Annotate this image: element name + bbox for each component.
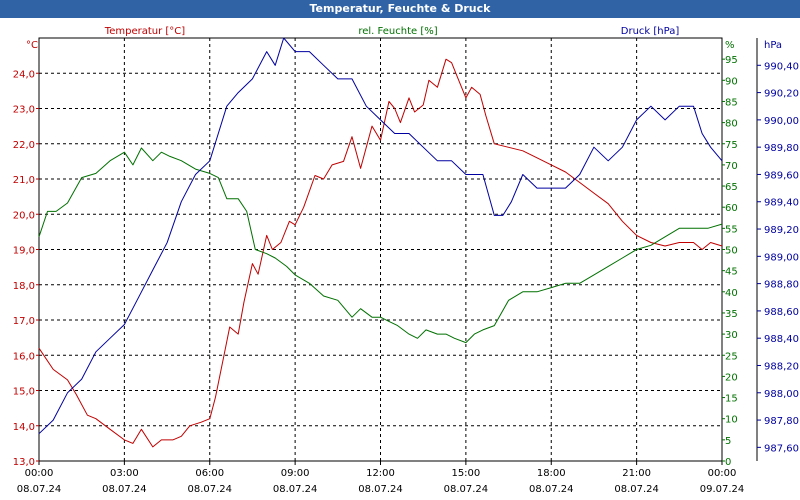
x-tick-label-date: 08.07.24 (102, 484, 147, 495)
left-axis-tick-label: 22,0 (13, 140, 35, 151)
series-line (38, 58, 723, 448)
humidity-axis-tick-label: 85 (725, 97, 738, 108)
chart-title: Temperatur, Feuchte & Druck (0, 0, 800, 18)
left-axis-tick-label: 17,0 (13, 316, 35, 327)
left-axis-tick-label: 19,0 (13, 246, 35, 257)
pressure-axis-tick-label: 989,80 (764, 143, 799, 154)
pressure-axis-tick-label: 990,00 (764, 116, 799, 127)
x-tick-label-date: 09.07.24 (700, 484, 745, 495)
pressure-axis-tick-label: 987,80 (764, 416, 799, 427)
left-axis-tick-label: 15,0 (13, 387, 35, 398)
pressure-axis-tick-label: 990,20 (764, 89, 799, 100)
x-tick-label-time: 00:00 (25, 468, 54, 479)
humidity-axis-tick-label: 35 (725, 309, 738, 320)
left-axis-tick-label: 24,0 (13, 69, 35, 80)
humidity-axis-tick-label: 70 (725, 161, 738, 172)
left-axis-tick-label: 14,0 (13, 422, 35, 433)
pressure-axis-tick-label: 990,40 (764, 61, 799, 72)
x-tick-label-time: 21:00 (622, 468, 651, 479)
x-tick-label-time: 03:00 (110, 468, 139, 479)
series-line (38, 147, 723, 344)
pressure-axis-tick-label: 988,00 (764, 389, 799, 400)
left-axis-tick-label: 20,0 (13, 210, 35, 221)
humidity-axis-tick-label: 5 (725, 436, 731, 447)
pressure-axis-tick-label: 989,20 (764, 225, 799, 236)
left-axis-tick-label: 23,0 (13, 105, 35, 116)
humidity-axis-tick-label: 0 (725, 457, 731, 468)
humidity-axis-tick-label: 40 (725, 288, 738, 299)
x-tick-label-date: 08.07.24 (187, 484, 232, 495)
humidity-axis-tick-label: 90 (725, 76, 738, 87)
humidity-axis-tick-label: 95 (725, 55, 738, 66)
x-tick-label-time: 15:00 (451, 468, 480, 479)
humidity-axis-tick-label: 75 (725, 140, 738, 151)
series-lines (38, 37, 723, 448)
humidity-axis-tick-label: 20 (725, 372, 738, 383)
pressure-axis-tick-label: 988,40 (764, 334, 799, 345)
grid (38, 37, 723, 462)
x-tick-label-date: 08.07.24 (444, 484, 489, 495)
humidity-axis-tick-label: 30 (725, 330, 738, 341)
left-axis-tick-label: 16,0 (13, 351, 35, 362)
x-tick-label-time: 12:00 (366, 468, 395, 479)
pressure-axis-tick-label: 988,80 (764, 280, 799, 291)
humidity-axis-tick-label: 50 (725, 246, 738, 257)
humidity-axis-tick-label: 55 (725, 224, 738, 235)
pressure-axis-tick-label: 988,60 (764, 307, 799, 318)
x-tick-label-time: 09:00 (281, 468, 310, 479)
left-axis-unit: °C (26, 40, 38, 51)
x-tick-label-date: 08.07.24 (529, 484, 574, 495)
humidity-axis-unit: % (725, 40, 735, 51)
axes: 00:00 08.07.24 03:00 08.07.24 06:00 08.07.24 0… (13, 26, 799, 495)
humidity-axis-tick-label: 60 (725, 203, 738, 214)
humidity-axis-tick-label: 65 (725, 182, 738, 193)
pressure-axis-tick-label: 989,00 (764, 252, 799, 263)
x-tick-label-date: 08.07.24 (273, 484, 318, 495)
x-tick-label-time: 00:00 (708, 468, 737, 479)
left-axis-tick-label: 21,0 (13, 175, 35, 186)
x-tick-label-date: 08.07.24 (614, 484, 659, 495)
legend-label: rel. Feuchte [%] (358, 26, 437, 37)
legend-label: Temperatur [°C] (104, 26, 185, 37)
humidity-axis-tick-label: 45 (725, 267, 738, 278)
pressure-axis-unit: hPa (764, 40, 782, 51)
humidity-axis-tick-label: 15 (725, 394, 738, 405)
pressure-axis-tick-label: 989,60 (764, 170, 799, 181)
series-line (38, 37, 723, 435)
humidity-axis-tick-label: 25 (725, 351, 738, 362)
x-tick-label-date: 08.07.24 (358, 484, 403, 495)
x-tick-label-date: 08.07.24 (17, 484, 62, 495)
humidity-axis-tick-label: 10 (725, 415, 738, 426)
left-axis-tick-label: 18,0 (13, 281, 35, 292)
pressure-axis-tick-label: 987,60 (764, 443, 799, 454)
pressure-axis-tick-label: 988,20 (764, 361, 799, 372)
legend-label: Druck [hPa] (621, 26, 680, 37)
x-tick-label-time: 06:00 (195, 468, 224, 479)
humidity-axis-tick-label: 80 (725, 119, 738, 130)
left-axis-tick-label: 13,0 (13, 457, 35, 468)
x-tick-label-time: 18:00 (537, 468, 566, 479)
pressure-axis-tick-label: 989,40 (764, 198, 799, 209)
